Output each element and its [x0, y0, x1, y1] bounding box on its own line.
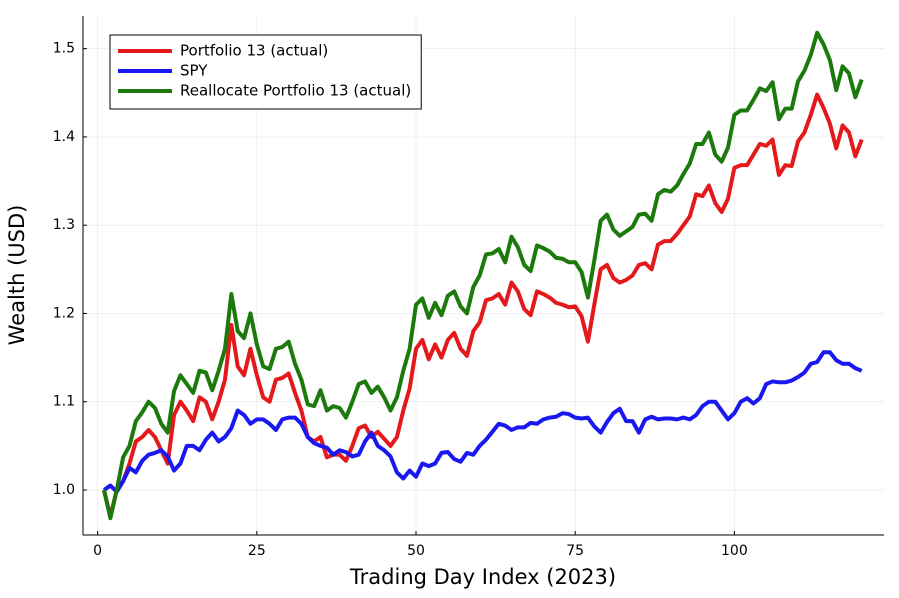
legend-label: Portfolio 13 (actual) [180, 42, 328, 60]
y-tick-label: 1.0 [53, 482, 75, 498]
x-tick-label: 25 [248, 543, 266, 559]
x-tick-label: 100 [721, 543, 748, 559]
y-tick-label: 1.5 [53, 41, 75, 57]
y-tick-label: 1.2 [53, 305, 75, 321]
y-axis-title: Wealth (USD) [5, 205, 29, 346]
line-series [102, 92, 864, 519]
y-tick-label: 1.1 [53, 394, 75, 410]
x-tick-label: 50 [407, 543, 425, 559]
legend-label: SPY [180, 62, 208, 80]
x-axis-title: Trading Day Index (2023) [349, 565, 616, 589]
line-series [102, 350, 863, 494]
legend: Portfolio 13 (actual) SPY Reallocate Portf… [109, 34, 422, 110]
x-tick-label: 75 [566, 543, 584, 559]
y-tick-label: 1.3 [53, 217, 75, 233]
y-tick-label: 1.4 [53, 129, 75, 145]
legend-label: Reallocate Portfolio 13 (actual) [180, 82, 411, 100]
x-tick-label: 0 [93, 543, 102, 559]
line-series [102, 30, 864, 521]
